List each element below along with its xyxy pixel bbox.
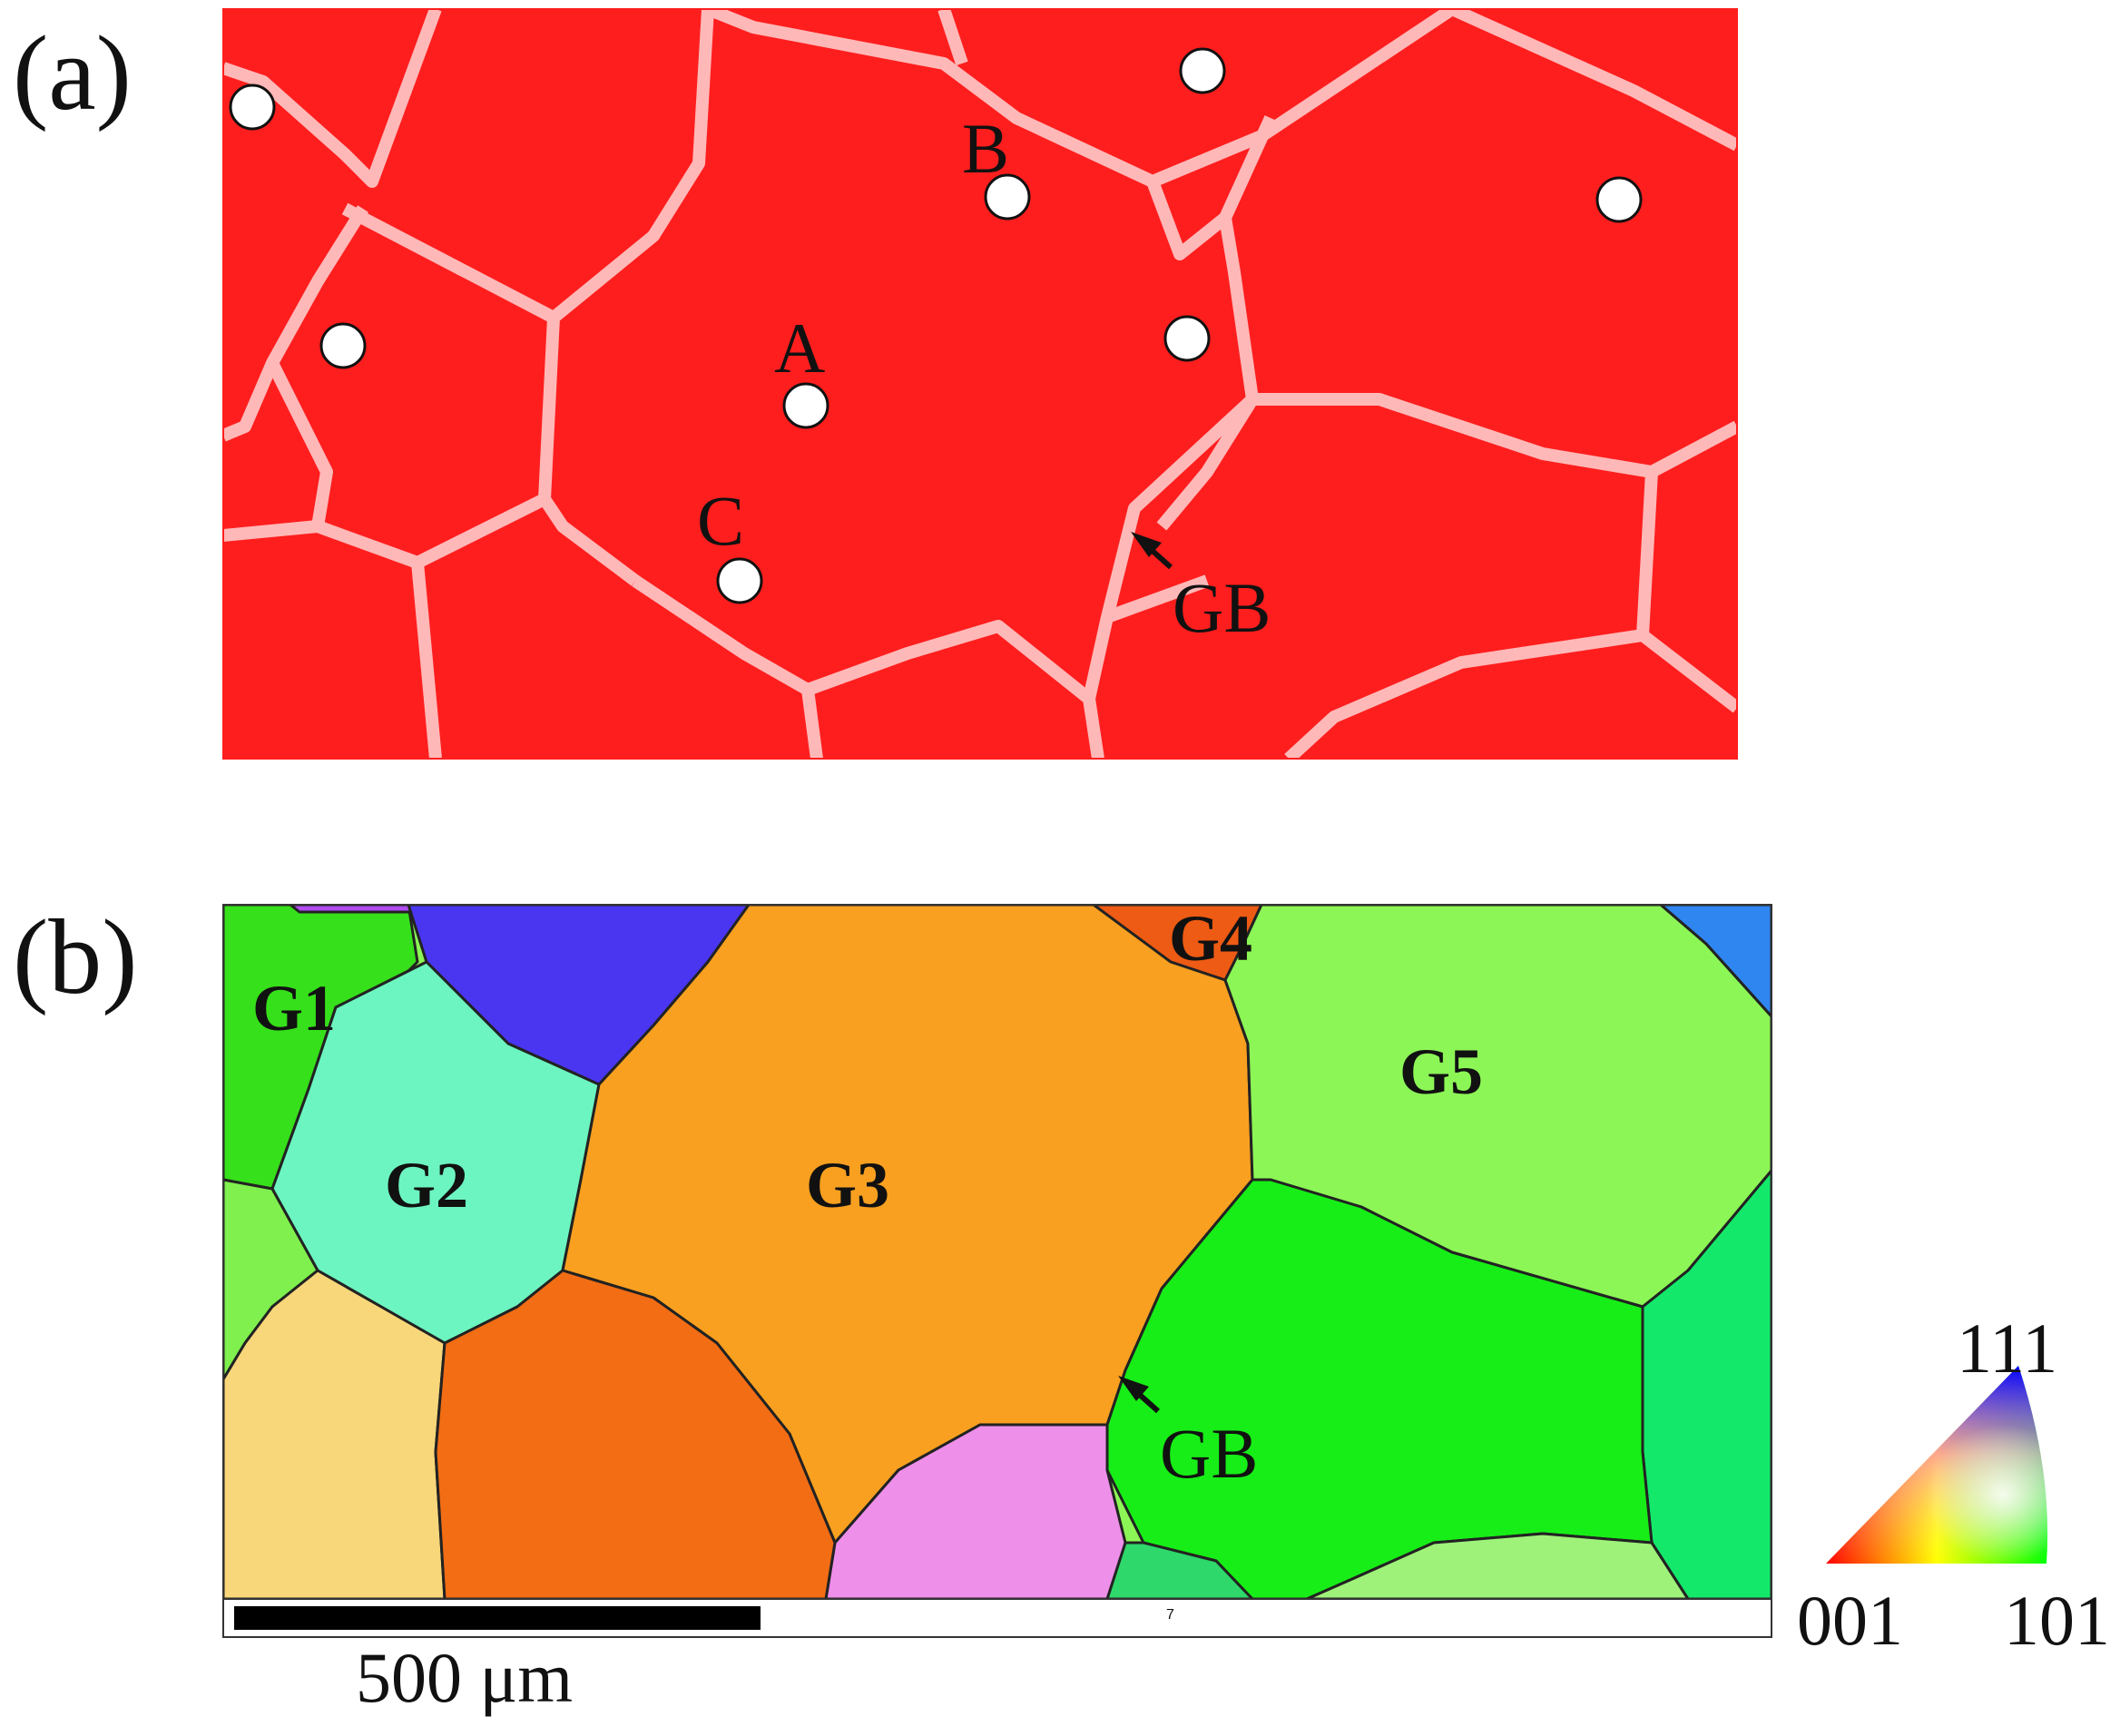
grain-label-g3: G3 (806, 1149, 889, 1221)
point-label-c: C (697, 481, 744, 560)
point-marker-b (984, 173, 1031, 221)
grain-label-g5: G5 (1399, 1035, 1483, 1108)
grain-light-green-bottom (1305, 1532, 1690, 1599)
scale-bar-label: 500 μm (356, 1638, 573, 1717)
grain-label-g2: G2 (385, 1149, 468, 1221)
grain-orange (434, 1269, 837, 1599)
point-marker (319, 322, 367, 369)
grain-boundaries-a (223, 9, 1737, 759)
point-marker-a (782, 382, 829, 429)
gb-arrow-a (1131, 532, 1173, 570)
scale-bar: 7 (222, 1598, 1772, 1638)
legend-001: 001 (1797, 1581, 1903, 1660)
point-marker (1595, 176, 1643, 223)
panel-b-label: (b) (13, 897, 138, 1016)
gb-arrow-b (1118, 1376, 1160, 1414)
point-label-b: B (962, 109, 1009, 188)
grain-yellow (223, 1269, 447, 1599)
grain-label-g4: G4 (1169, 902, 1252, 975)
panel-a-map (222, 8, 1738, 760)
legend-101: 101 (2004, 1581, 2110, 1660)
grain-pink (824, 1423, 1127, 1599)
grain-label-g1: G1 (252, 972, 336, 1045)
grain-blue-corner (1659, 905, 1772, 1018)
legend-111: 111 (1957, 1309, 2057, 1388)
scale-bar-fill (234, 1606, 761, 1630)
gb-label-b: GB (1160, 1414, 1258, 1493)
point-label-a: A (774, 309, 825, 387)
point-marker-c (716, 557, 763, 604)
panel-b-map (222, 904, 1772, 1600)
scale-bar-marker: 7 (1166, 1607, 1174, 1623)
gb-label-a: GB (1173, 568, 1271, 647)
point-marker (1163, 315, 1211, 362)
ipf-legend: 111 001 101 (1797, 1309, 2110, 1660)
grain-purple (289, 905, 415, 914)
panel-a-label: (a) (13, 14, 132, 132)
point-marker (229, 83, 276, 131)
point-marker (1179, 47, 1226, 94)
measurement-points (229, 47, 1643, 604)
